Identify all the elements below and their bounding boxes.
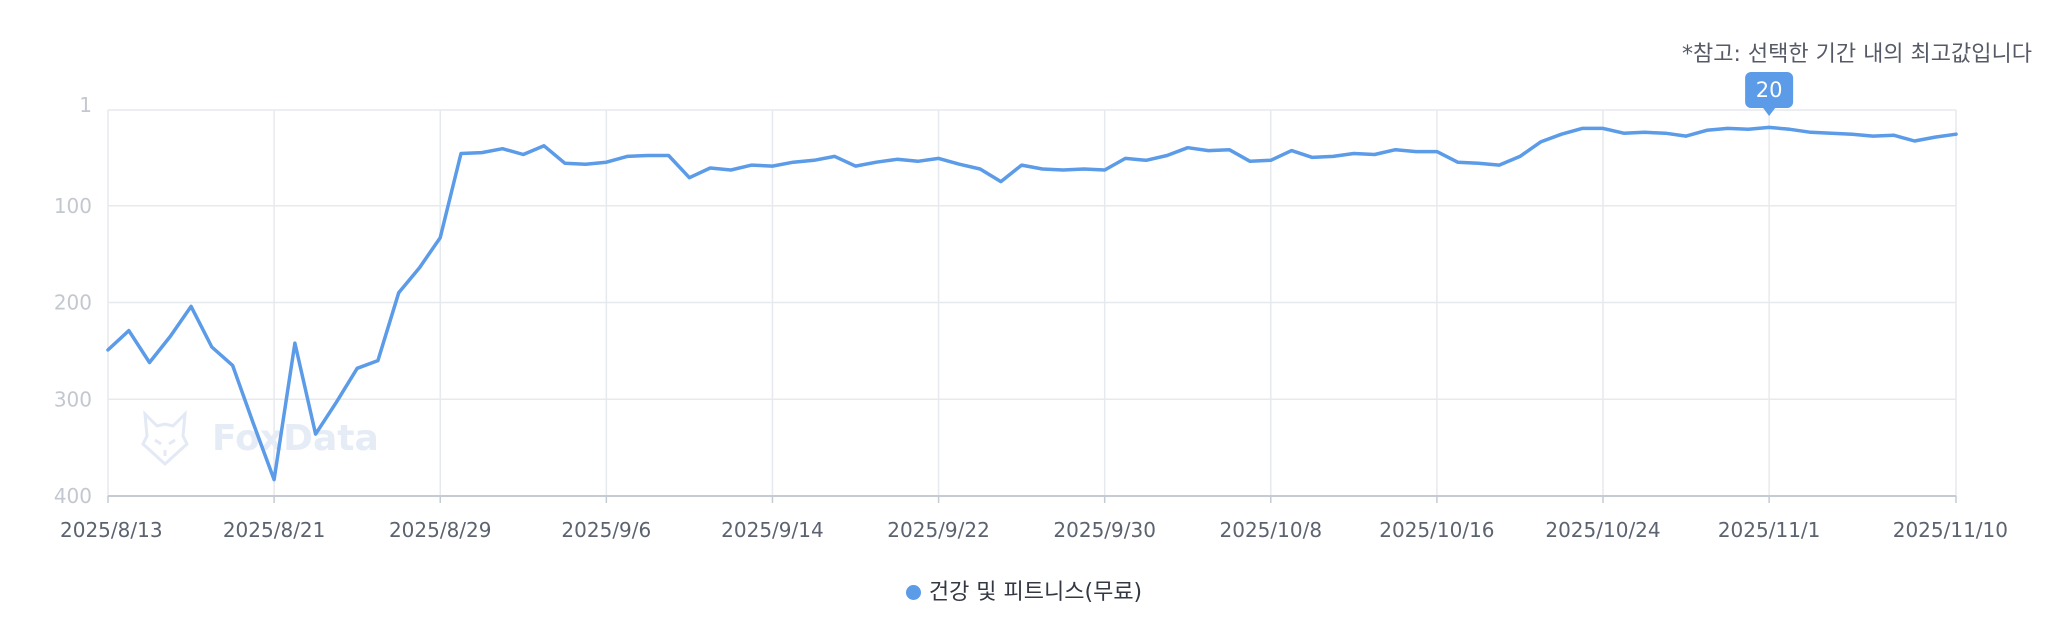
peak-value-note: *참고: 선택한 기간 내의 최고값입니다 [1682, 42, 2032, 67]
x-tick-label: 2025/10/8 [1220, 518, 1323, 542]
legend-label: 건강 및 피트니스(무료) [928, 580, 1143, 605]
series-line [106, 125, 1958, 482]
y-tick-label: 100 [54, 194, 92, 218]
y-tick-label: 300 [54, 387, 92, 411]
peak-tooltip-label: 20 [1756, 78, 1783, 102]
peak-tooltip-pointer [1763, 108, 1776, 116]
x-tick-label: 2025/11/10 [1893, 518, 2008, 542]
x-tick-label: 2025/11/1 [1718, 518, 1821, 542]
fox-logo-icon [141, 410, 189, 467]
watermark-text: FoxData [212, 418, 379, 459]
x-tick-label: 2025/9/22 [887, 518, 990, 542]
peak-tooltip-box [1745, 72, 1794, 108]
legend-dot-icon [905, 585, 921, 600]
y-tick-label: 200 [54, 291, 92, 315]
grid-lines [107, 109, 1957, 496]
y-tick-label: 1 [79, 93, 92, 117]
x-tick-label: 2025/9/6 [561, 518, 651, 542]
x-tick-label: 2025/10/16 [1379, 518, 1494, 542]
x-tick-label: 2025/8/21 [223, 518, 326, 542]
x-tick-label: 2025/10/24 [1545, 518, 1660, 542]
x-tick-label: 2025/8/13 [60, 518, 163, 542]
axes: 1 100 200 300 400 2025/8/13 2025/8/21 2025/8/29… [54, 93, 2008, 542]
highlight-marker: 20 [1745, 72, 1794, 116]
legend[interactable]: 건강 및 피트니스(무료) [0, 574, 2048, 606]
x-tick-label: 2025/9/14 [721, 518, 824, 542]
x-tick-label: 2025/9/30 [1053, 518, 1156, 542]
x-tick-label: 2025/8/29 [389, 518, 492, 542]
series-layer [106, 125, 1958, 482]
foxdata-watermark: FoxData [141, 410, 379, 467]
y-tick-label: 400 [54, 484, 92, 508]
